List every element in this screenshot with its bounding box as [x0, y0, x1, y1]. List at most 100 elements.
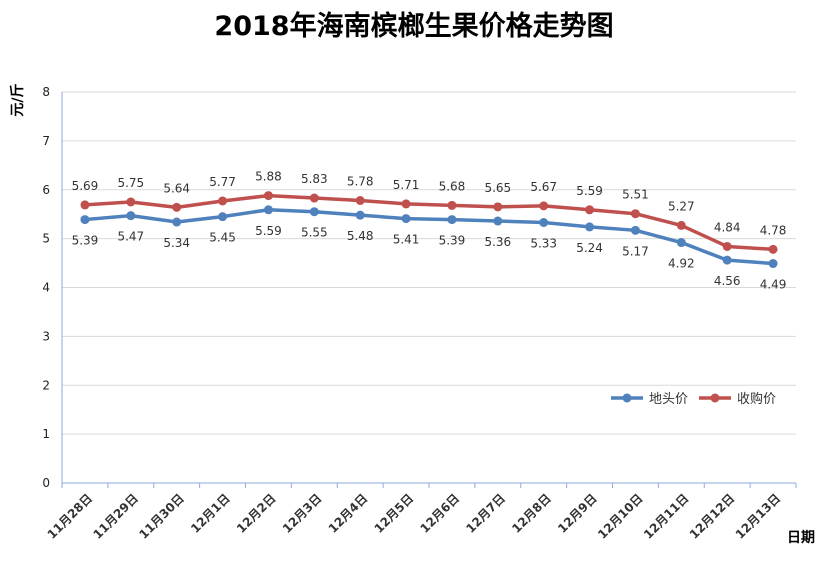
data-label: 5.77 [209, 175, 236, 189]
data-label: 5.67 [530, 180, 557, 194]
data-point [585, 205, 595, 215]
legend-label-2: 收购价 [737, 391, 776, 407]
data-label: 5.68 [439, 179, 466, 193]
x-tick-label: 12月12日 [687, 491, 737, 541]
x-tick-label: 12月1日 [188, 491, 233, 536]
chart-title: 2018年海南槟榔生果价格走势图 [214, 10, 613, 42]
data-point [585, 222, 595, 232]
data-label: 4.49 [760, 278, 787, 292]
data-point [218, 212, 228, 222]
y-tick-label: 4 [42, 281, 50, 295]
gridlines [62, 91, 796, 435]
data-point [401, 214, 411, 224]
data-label: 5.88 [255, 170, 282, 184]
data-point [355, 196, 365, 206]
series-lines [80, 191, 778, 269]
data-point [263, 205, 273, 215]
data-point [80, 200, 90, 210]
data-label: 5.75 [117, 176, 144, 190]
x-tick-label: 11月29日 [90, 491, 140, 541]
x-tick-label: 12月2日 [234, 491, 279, 536]
data-label: 5.27 [668, 199, 695, 213]
data-point [630, 209, 640, 219]
y-tick-label: 3 [42, 329, 50, 343]
y-tick-label: 0 [42, 476, 50, 490]
x-tick-label: 12月11日 [641, 491, 691, 541]
data-point [126, 197, 136, 207]
data-label: 4.92 [668, 257, 695, 271]
data-point [539, 217, 549, 227]
x-tick-label: 12月6日 [417, 491, 462, 536]
legend-marker-2 [710, 393, 720, 403]
legend-marker-1 [622, 393, 632, 403]
legend: 地头价 收购价 [611, 391, 776, 407]
data-point [722, 255, 732, 265]
x-tick-label: 12月5日 [372, 491, 417, 536]
data-point [309, 207, 319, 217]
data-label: 4.56 [714, 274, 741, 288]
data-label: 5.59 [576, 184, 603, 198]
x-tick-label: 12月10日 [595, 491, 645, 541]
data-label: 5.48 [347, 229, 374, 243]
y-tick-label: 6 [42, 183, 50, 197]
data-label: 5.64 [163, 181, 190, 195]
data-point [447, 200, 457, 210]
x-tick-label: 11月28日 [45, 491, 95, 541]
data-point [630, 225, 640, 235]
data-point [172, 202, 182, 212]
x-tick-label: 12月3日 [280, 491, 325, 536]
data-label: 5.71 [393, 178, 420, 192]
data-label: 5.78 [347, 175, 374, 189]
data-label: 4.78 [760, 223, 787, 237]
x-axis-title: 日期 [787, 530, 815, 546]
data-point [309, 193, 319, 203]
x-tick-label: 12月13日 [733, 491, 783, 541]
y-tick-label: 8 [42, 85, 50, 99]
data-label: 5.33 [530, 236, 557, 250]
data-label: 5.17 [622, 244, 649, 258]
data-label: 5.39 [72, 234, 99, 248]
data-point [80, 215, 90, 225]
data-point [355, 210, 365, 220]
data-point [768, 259, 778, 269]
data-point [676, 220, 686, 230]
data-label: 5.83 [301, 172, 328, 186]
x-tick-label: 12月7日 [463, 491, 508, 536]
data-point [539, 201, 549, 211]
data-label: 5.34 [163, 236, 190, 250]
data-point [722, 241, 732, 251]
data-label: 5.47 [117, 230, 144, 244]
data-label: 5.59 [255, 224, 282, 238]
data-point [493, 202, 503, 212]
legend-label-1: 地头价 [649, 392, 688, 407]
data-point [172, 217, 182, 227]
data-point [768, 244, 778, 254]
series-line-1 [83, 208, 775, 266]
data-label: 5.41 [393, 233, 420, 247]
y-axis-title: 元/斤 [9, 83, 26, 116]
data-label: 5.45 [209, 231, 236, 245]
y-tick-label: 7 [42, 134, 50, 148]
data-point [447, 215, 457, 225]
series-line-2 [83, 193, 775, 252]
data-point [263, 191, 273, 201]
data-labels: 5.39 5.47 5.34 5.45 5.59 5.55 5.48 5.41 5.39 5.36… [72, 170, 787, 292]
data-label: 5.36 [484, 235, 511, 249]
x-tick-label: 12月8日 [509, 491, 554, 536]
data-label: 4.84 [714, 220, 741, 234]
x-tick-label: 11月30日 [136, 491, 186, 541]
data-label: 5.24 [576, 241, 603, 255]
data-point [493, 216, 503, 226]
y-tick-label: 2 [42, 378, 50, 392]
y-tick-label: 1 [42, 427, 50, 441]
data-label: 5.69 [72, 179, 99, 193]
data-label: 5.39 [439, 234, 466, 248]
data-point [126, 211, 136, 221]
data-point [401, 199, 411, 209]
data-label: 5.55 [301, 226, 328, 240]
data-point [676, 238, 686, 248]
data-point [218, 196, 228, 206]
data-label: 5.65 [484, 181, 511, 195]
